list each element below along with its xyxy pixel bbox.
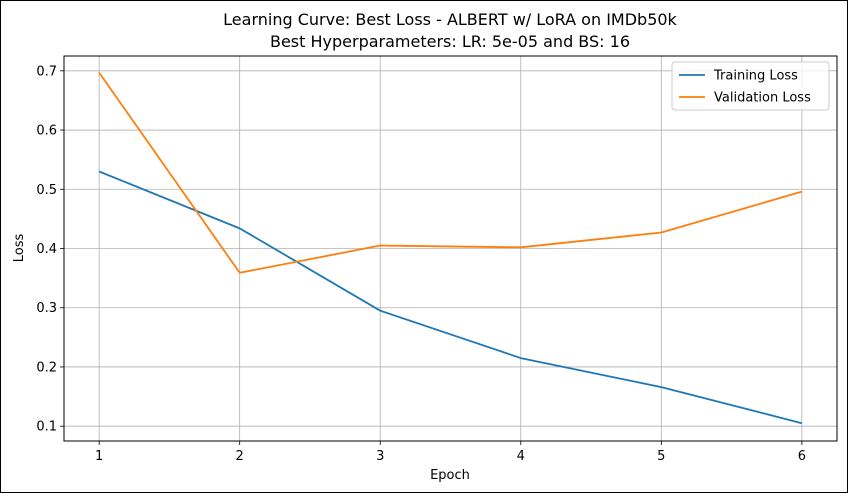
legend: Training Loss Validation Loss bbox=[671, 61, 830, 111]
y-tick-label: 0.7 bbox=[36, 64, 57, 79]
series-line-training-loss bbox=[98, 170, 803, 425]
y-tick-label: 0.3 bbox=[36, 301, 57, 316]
y-tick-label: 0.5 bbox=[36, 183, 57, 198]
y-tick-label: 0.1 bbox=[36, 420, 57, 435]
x-tick-label: 6 bbox=[798, 449, 806, 464]
chart-subtitle: Best Hyperparameters: LR: 5e-05 and BS: … bbox=[270, 32, 630, 51]
series-lines bbox=[98, 72, 803, 425]
axis-ticks: 1 2 3 4 5 6 0.1 0.2 0.3 0.4 0.5 0.6 0.7 bbox=[36, 64, 806, 464]
series-line-validation-loss bbox=[98, 72, 803, 274]
legend-label-training-loss: Training Loss bbox=[713, 69, 798, 84]
x-tick-label: 1 bbox=[95, 449, 103, 464]
x-tick-label: 2 bbox=[236, 449, 244, 464]
legend-box bbox=[671, 61, 830, 111]
y-tick-label: 0.6 bbox=[36, 124, 57, 139]
chart-title: Learning Curve: Best Loss - ALBERT w/ Lo… bbox=[223, 10, 677, 29]
legend-label-validation-loss: Validation Loss bbox=[714, 91, 811, 106]
y-tick-label: 0.2 bbox=[36, 360, 57, 375]
x-tick-label: 5 bbox=[657, 449, 665, 464]
grid bbox=[64, 56, 837, 441]
x-axis-label: Epoch bbox=[430, 468, 470, 483]
x-tick-label: 4 bbox=[517, 449, 525, 464]
y-tick-label: 0.4 bbox=[36, 242, 57, 257]
x-tick-label: 3 bbox=[376, 449, 384, 464]
y-axis-label: Loss bbox=[12, 234, 27, 263]
